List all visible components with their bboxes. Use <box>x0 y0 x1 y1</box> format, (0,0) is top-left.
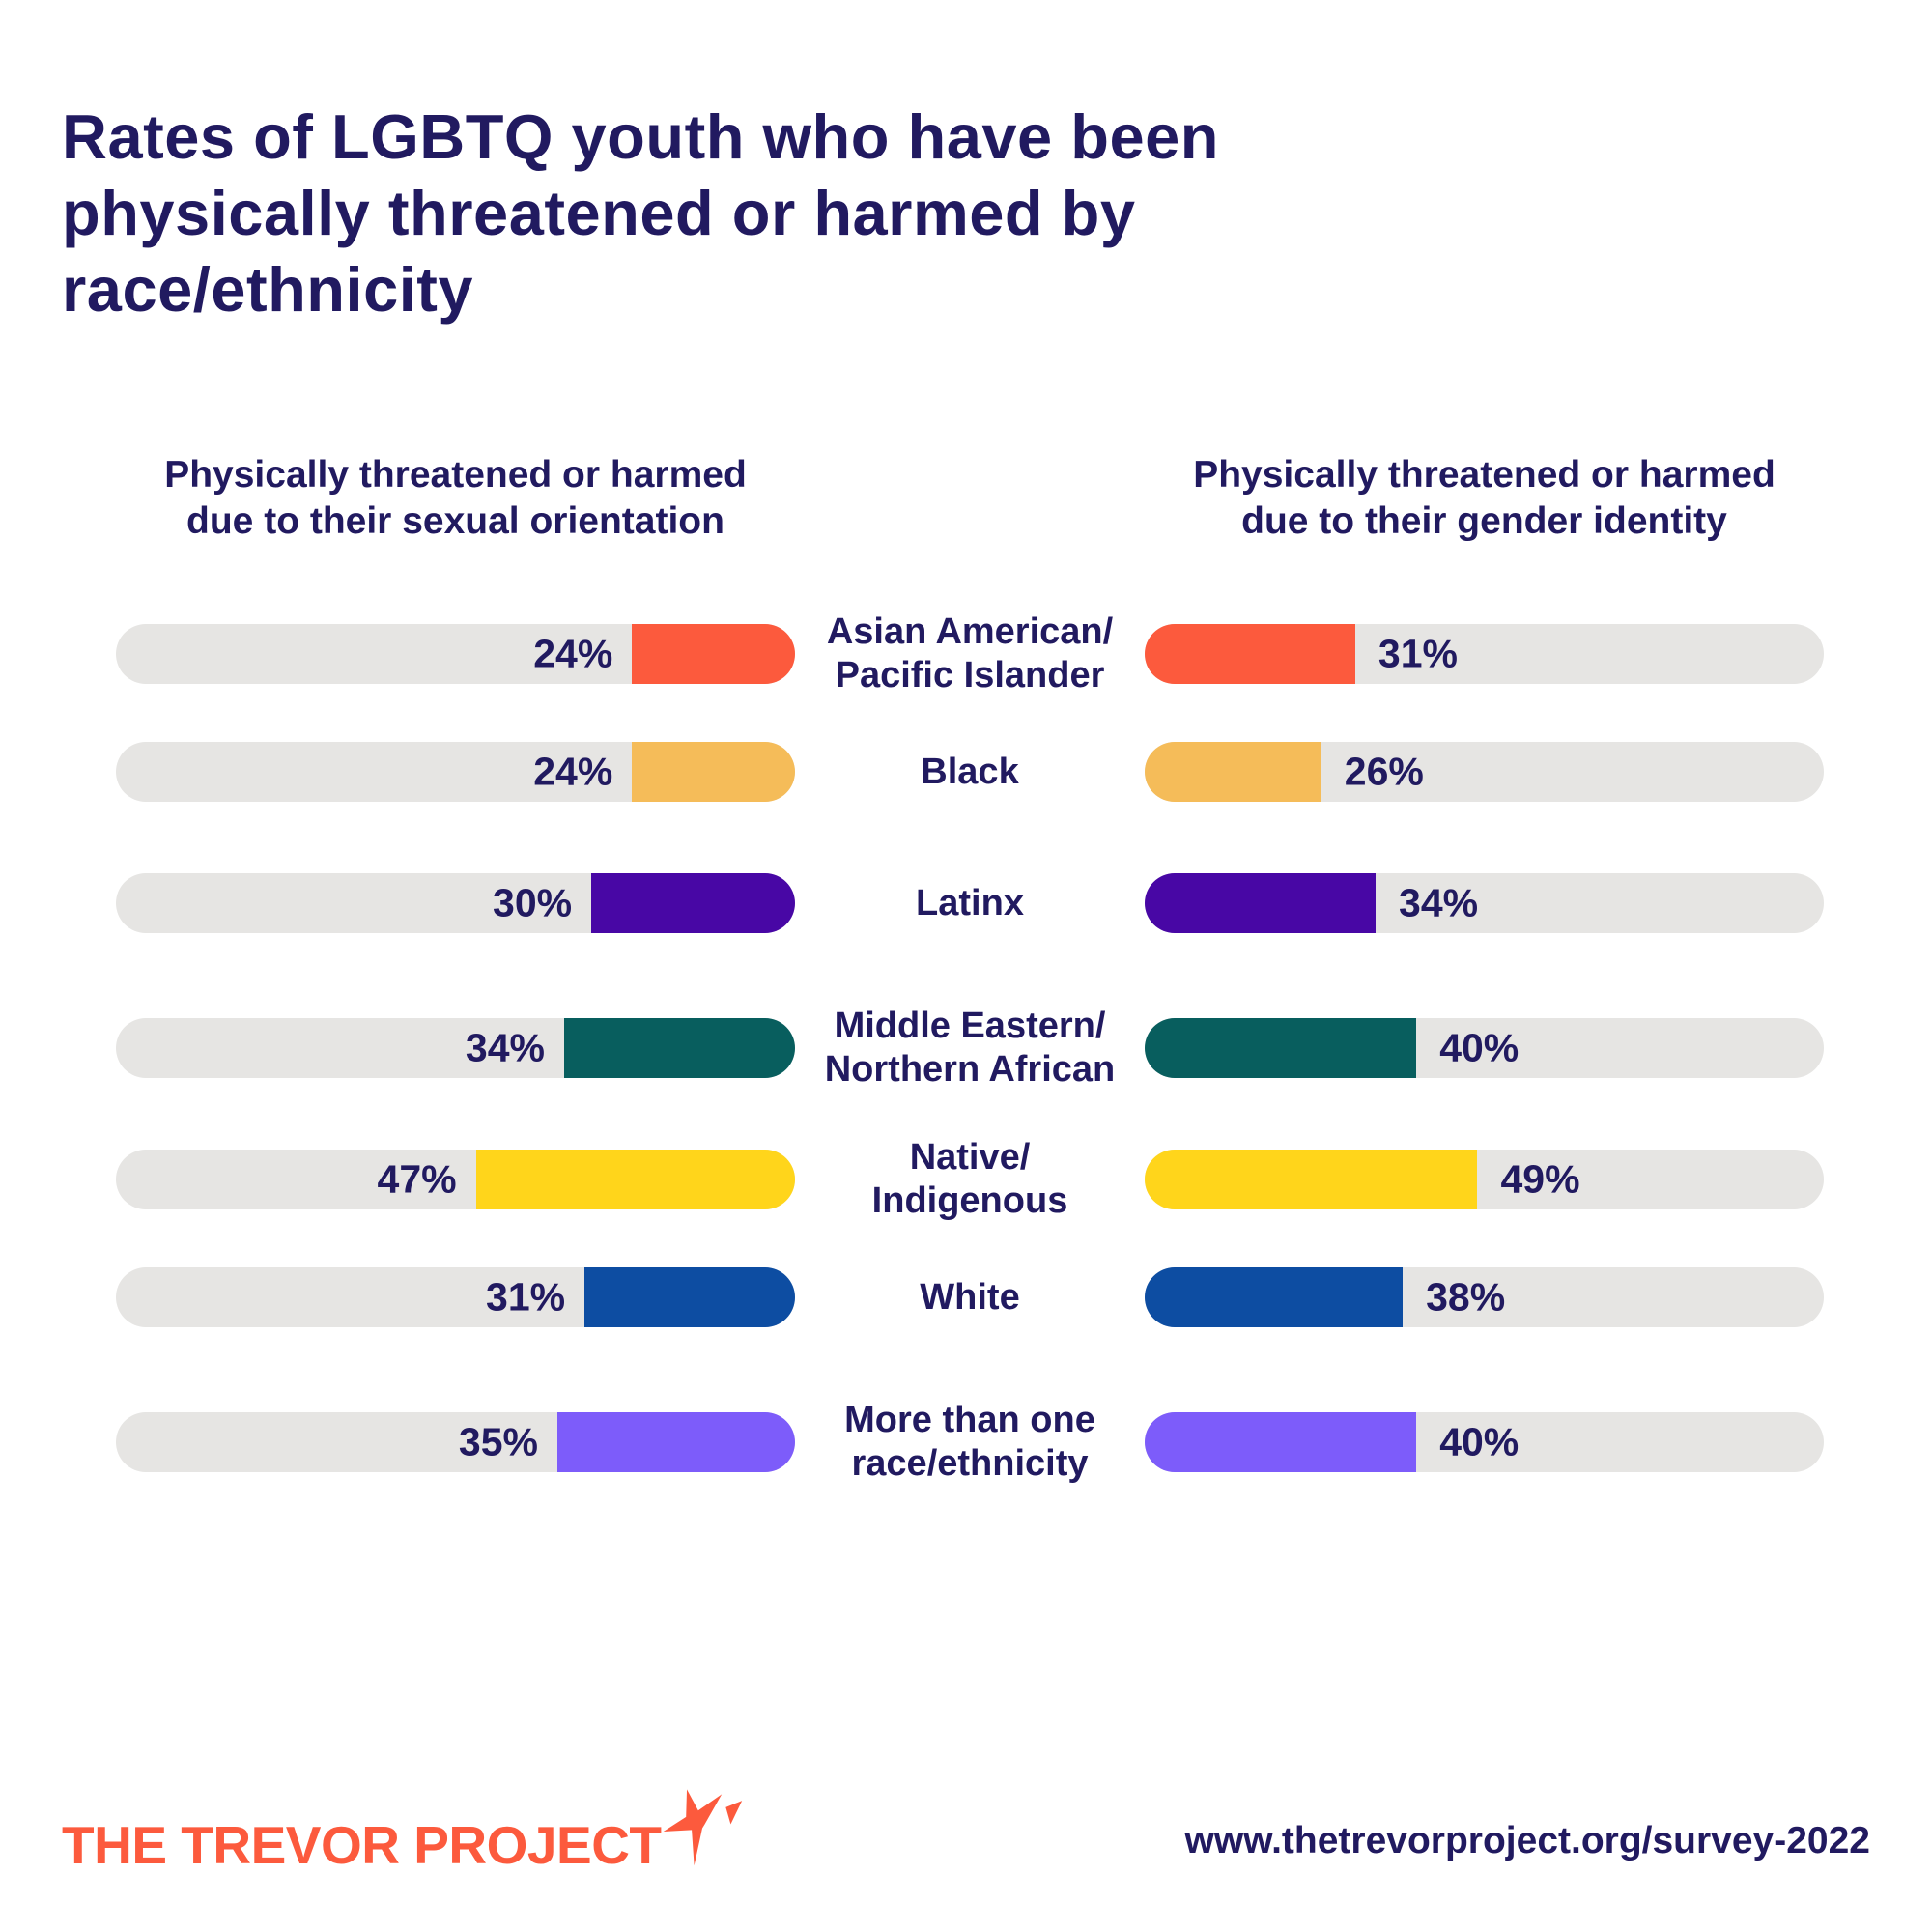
bar-fill-right <box>1145 742 1321 802</box>
bar-track-right: 38% <box>1145 1267 1824 1327</box>
right-column-header: Physically threatened or harmed due to t… <box>1193 454 1776 542</box>
bar-value-left: 24% <box>533 631 613 676</box>
category-label: Latinx <box>916 882 1024 923</box>
chart-row: 34% Middle Eastern/ Northern African 40% <box>116 1005 1824 1090</box>
bar-value-right: 49% <box>1500 1156 1580 1202</box>
bar-fill-right <box>1145 623 1355 684</box>
bar-value-left: 35% <box>458 1419 538 1464</box>
bar-value-left: 47% <box>377 1156 457 1202</box>
bar-value-right: 34% <box>1399 880 1479 925</box>
logo-text: THE TREVOR PROJECT <box>62 1815 662 1875</box>
category-label: White <box>920 1276 1020 1318</box>
category-label: Native/ Indigenous <box>871 1137 1068 1221</box>
bar-track-right: 40% <box>1145 1017 1824 1078</box>
bar-fill-right <box>1145 1017 1417 1078</box>
bar-track-left: 24% <box>116 623 795 684</box>
bar-track-left: 30% <box>116 873 795 933</box>
chart-row: 24% Black 26% <box>116 742 1824 802</box>
bar-track-left: 47% <box>116 1149 795 1209</box>
bar-track-right: 31% <box>1145 623 1824 684</box>
bar-fill-right <box>1145 873 1377 933</box>
bar-fill-left <box>584 1267 795 1327</box>
chart-row: 47% Native/ Indigenous 49% <box>116 1136 1824 1221</box>
bar-fill-left <box>632 623 795 684</box>
bar-value-right: 31% <box>1378 631 1458 676</box>
bar-track-right: 49% <box>1145 1149 1824 1209</box>
bar-fill-left <box>591 873 795 933</box>
chart-row: 30% Latinx 34% <box>116 873 1824 933</box>
chart-row: 35% More than one race/ethnicity 40% <box>116 1399 1824 1484</box>
footer-url: www.thetrevorproject.org/survey-2022 <box>1184 1820 1870 1861</box>
bar-fill-left <box>475 1149 795 1209</box>
bar-value-right: 40% <box>1439 1025 1520 1070</box>
column-headers: Physically threatened or harmed due to t… <box>116 452 1824 544</box>
category-label: Asian American/ Pacific Islander <box>826 611 1114 696</box>
trevor-project-star-icon <box>663 1789 742 1866</box>
chart-row: 24% Asian American/ Pacific Islander 31% <box>116 611 1824 696</box>
bar-track-left: 24% <box>116 742 795 802</box>
bar-track-left: 34% <box>116 1017 795 1078</box>
category-label: Middle Eastern/ Northern African <box>824 1006 1116 1090</box>
bar-value-right: 40% <box>1439 1419 1520 1464</box>
bar-fill-right <box>1145 1149 1478 1209</box>
bar-value-left: 30% <box>493 880 573 925</box>
bar-track-left: 31% <box>116 1267 795 1327</box>
chart-row: 31% White 38% <box>116 1267 1824 1327</box>
bar-track-right: 34% <box>1145 873 1824 933</box>
bar-track-right: 26% <box>1145 742 1824 802</box>
bar-fill-right <box>1145 1267 1404 1327</box>
bar-track-left: 35% <box>116 1411 795 1472</box>
trevor-project-logo: THE TREVOR PROJECT <box>62 1789 743 1876</box>
page-title: Rates of LGBTQ youth who have been physi… <box>62 100 1219 326</box>
bar-value-left: 34% <box>465 1025 545 1070</box>
bar-fill-right <box>1145 1411 1417 1472</box>
bar-track-right: 40% <box>1145 1411 1824 1472</box>
bar-value-left: 31% <box>486 1274 566 1320</box>
left-column-header: Physically threatened or harmed due to t… <box>164 454 747 542</box>
bar-fill-left <box>632 742 795 802</box>
bar-value-left: 24% <box>533 749 613 794</box>
bar-fill-left <box>556 1411 795 1472</box>
chart-rows: 24% Asian American/ Pacific Islander 31%… <box>116 611 1824 1530</box>
category-label: More than one race/ethnicity <box>844 1400 1095 1484</box>
header-spacer <box>795 452 1145 544</box>
category-label: Black <box>921 751 1019 792</box>
bar-fill-left <box>563 1017 795 1078</box>
bar-value-right: 38% <box>1426 1274 1506 1320</box>
bar-value-right: 26% <box>1344 749 1424 794</box>
